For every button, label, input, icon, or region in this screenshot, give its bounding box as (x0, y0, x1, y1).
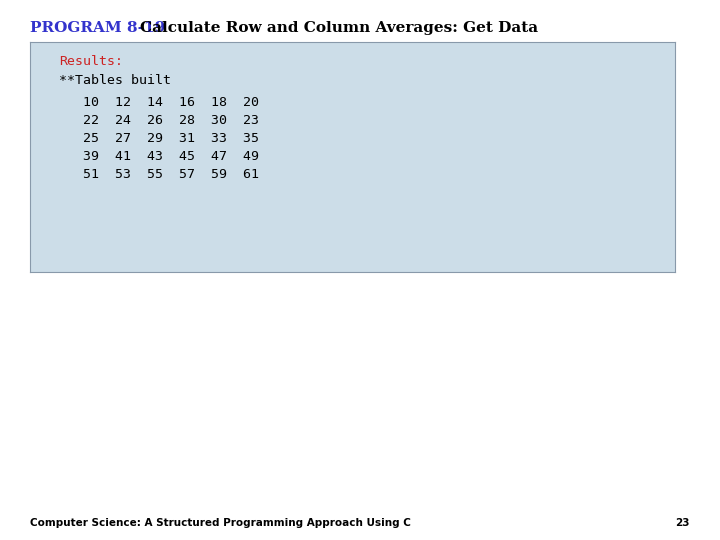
Text: **Tables built: **Tables built (59, 74, 171, 87)
Text: Results:: Results: (59, 55, 123, 68)
Text: PROGRAM 8-19: PROGRAM 8-19 (30, 21, 166, 35)
Text: 51  53  55  57  59  61: 51 53 55 57 59 61 (59, 168, 259, 181)
Text: Calculate Row and Column Averages: Get Data: Calculate Row and Column Averages: Get D… (140, 21, 539, 35)
Text: 23: 23 (675, 518, 690, 528)
Text: 39  41  43  45  47  49: 39 41 43 45 47 49 (59, 150, 259, 163)
Text: Computer Science: A Structured Programming Approach Using C: Computer Science: A Structured Programmi… (30, 518, 411, 528)
Text: 22  24  26  28  30  23: 22 24 26 28 30 23 (59, 114, 259, 127)
Text: 25  27  29  31  33  35: 25 27 29 31 33 35 (59, 132, 259, 145)
Text: 10  12  14  16  18  20: 10 12 14 16 18 20 (59, 96, 259, 109)
